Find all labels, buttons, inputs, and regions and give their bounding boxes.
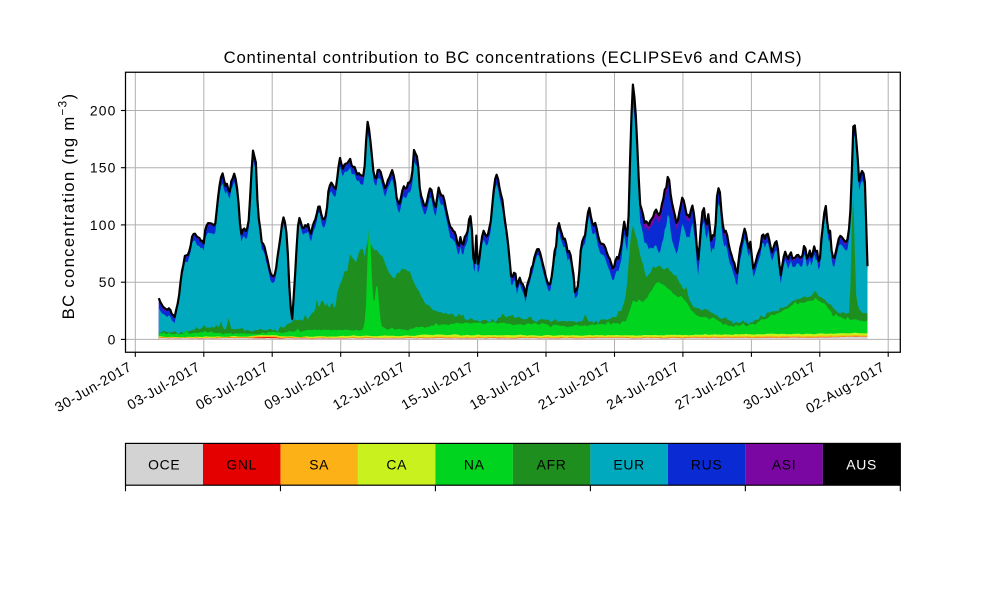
svg-text:200: 200: [90, 103, 117, 119]
svg-text:SA: SA: [309, 456, 329, 472]
svg-text:EUR: EUR: [613, 456, 644, 472]
svg-text:50: 50: [99, 274, 117, 290]
svg-text:NA: NA: [464, 456, 485, 472]
svg-text:ASI: ASI: [772, 456, 797, 472]
svg-text:RUS: RUS: [691, 456, 722, 472]
svg-text:GNL: GNL: [226, 456, 257, 472]
svg-text:150: 150: [90, 160, 117, 176]
svg-text:BC concentration (ng m−3): BC concentration (ng m−3): [57, 93, 79, 320]
svg-text:100: 100: [90, 217, 117, 233]
svg-text:AFR: AFR: [537, 456, 567, 472]
svg-text:0: 0: [108, 331, 117, 347]
svg-text:Continental contribution to BC: Continental contribution to BC concentra…: [224, 48, 803, 67]
svg-text:CA: CA: [386, 456, 407, 472]
svg-text:AUS: AUS: [846, 456, 877, 472]
svg-text:OCE: OCE: [148, 456, 180, 472]
